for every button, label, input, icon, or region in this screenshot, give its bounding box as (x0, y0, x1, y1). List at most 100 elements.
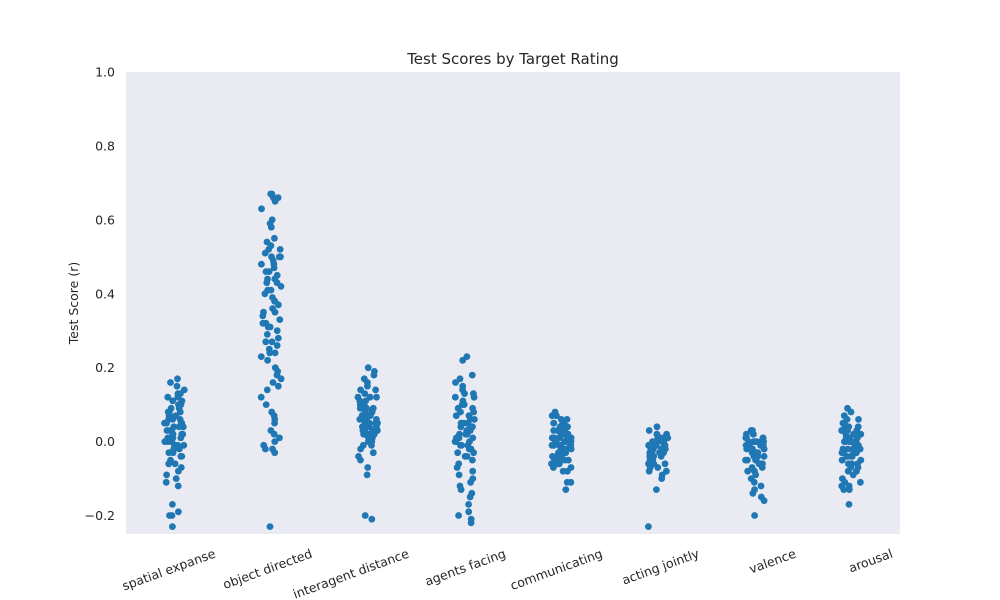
data-point (456, 430, 463, 438)
y-tick-label: 0.8 (95, 138, 115, 153)
data-point (847, 408, 855, 416)
data-point (169, 523, 176, 530)
data-point (838, 456, 846, 464)
data-point (269, 379, 277, 386)
data-point (266, 349, 274, 357)
data-point (368, 515, 376, 523)
data-point (847, 438, 855, 445)
data-point (361, 512, 369, 519)
data-point (174, 375, 181, 383)
data-point (271, 297, 279, 305)
data-point (653, 486, 660, 493)
data-point (460, 401, 468, 408)
data-point (161, 438, 169, 445)
data-point (363, 416, 370, 423)
data-point (661, 441, 668, 449)
data-point (849, 445, 857, 453)
data-point (451, 393, 459, 401)
data-point (171, 460, 179, 468)
data-point (845, 460, 852, 468)
data-point (838, 427, 846, 434)
data-point (163, 427, 171, 434)
data-point (548, 441, 556, 449)
x-tick-label: acting jointly (620, 546, 702, 588)
data-point (461, 390, 468, 397)
data-point (356, 416, 364, 423)
data-point (468, 371, 476, 379)
data-point (175, 467, 182, 475)
data-point (561, 423, 569, 431)
data-point (258, 205, 265, 213)
data-point (755, 460, 763, 468)
data-point (174, 482, 182, 490)
data-point (561, 456, 569, 464)
data-point (645, 523, 652, 530)
data-point (553, 412, 560, 420)
data-point (550, 419, 558, 427)
data-point (654, 434, 662, 442)
data-point (759, 434, 767, 442)
data-point (257, 393, 265, 401)
data-point (364, 382, 371, 390)
data-points (161, 190, 865, 530)
data-point (266, 523, 274, 530)
plot-background (126, 72, 900, 534)
data-point (267, 223, 275, 231)
x-tick-label: spatial expanse (120, 546, 218, 594)
data-point (161, 419, 168, 427)
data-point (262, 338, 270, 346)
y-tick-label: 1.0 (95, 65, 115, 80)
data-point (653, 423, 661, 431)
data-point (373, 393, 380, 401)
data-point (364, 464, 372, 471)
data-point (263, 386, 271, 394)
data-point (373, 423, 380, 431)
data-point (368, 441, 375, 449)
data-point (277, 253, 284, 261)
data-point (271, 198, 279, 205)
data-point (848, 453, 856, 460)
data-point (265, 246, 273, 253)
data-point (168, 512, 176, 519)
data-point (264, 356, 271, 364)
data-point (264, 275, 271, 283)
data-point (273, 327, 281, 335)
data-point (855, 416, 862, 423)
data-point (372, 386, 379, 394)
data-point (165, 460, 173, 468)
data-point (550, 464, 557, 471)
data-point (271, 438, 279, 445)
data-point (757, 482, 765, 490)
data-point (452, 412, 460, 420)
data-point (462, 430, 470, 438)
data-point (455, 512, 462, 519)
data-point (271, 419, 278, 427)
data-point (466, 423, 474, 431)
data-point (258, 260, 265, 268)
data-point (179, 423, 187, 431)
data-point (753, 438, 761, 445)
data-point (463, 453, 471, 460)
data-point (360, 401, 368, 408)
data-point (271, 349, 279, 357)
data-point (277, 375, 285, 383)
data-point (276, 434, 283, 442)
data-point (369, 449, 377, 457)
data-point (262, 401, 270, 408)
data-point (268, 338, 276, 346)
data-point (750, 478, 758, 486)
data-point (262, 268, 270, 275)
y-tick-label: 0.4 (95, 286, 115, 301)
data-point (760, 453, 768, 460)
data-point (567, 445, 575, 453)
data-point (273, 342, 281, 349)
x-tick-label: arousal (847, 546, 895, 576)
data-point (658, 475, 666, 482)
data-point (563, 478, 571, 486)
data-point (466, 493, 474, 501)
data-point (760, 445, 768, 453)
data-point (743, 445, 751, 453)
x-tick-label: communicating (508, 546, 604, 593)
data-point (458, 441, 465, 449)
data-point (645, 460, 652, 468)
